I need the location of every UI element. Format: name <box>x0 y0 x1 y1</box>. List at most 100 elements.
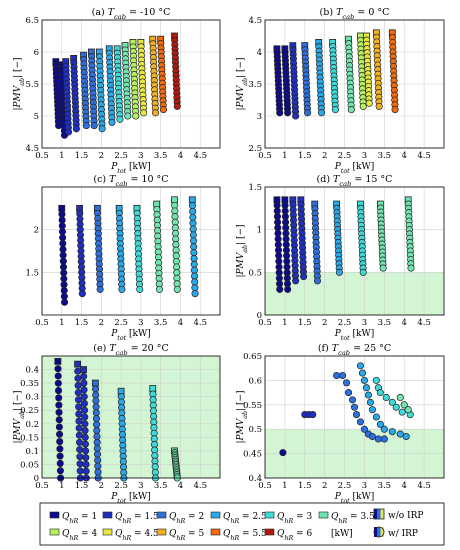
data-point <box>72 125 80 133</box>
data-point <box>396 430 404 438</box>
legend-label: QhR = 1.5 <box>115 512 159 525</box>
legend-label: QhR = 1 <box>62 512 97 525</box>
x-tick-label: 4.5 <box>193 151 207 161</box>
plot-frame <box>264 19 445 149</box>
data-point <box>360 425 368 433</box>
data-point <box>82 122 90 130</box>
data-point <box>60 269 68 277</box>
y-tick-label: 0.5 <box>248 268 262 278</box>
data-point <box>190 254 198 263</box>
legend-color-band <box>380 509 384 519</box>
data-point <box>76 460 84 468</box>
data-point <box>400 401 408 409</box>
y-tick-label: 2.5 <box>248 144 262 154</box>
data-point <box>368 432 376 441</box>
legend-swatch <box>102 528 113 536</box>
x-tick-label: 3 <box>138 151 143 161</box>
data-point <box>64 128 73 136</box>
panel-title: (c) Tcab = 10 °C <box>93 174 168 188</box>
data-point <box>284 285 292 293</box>
plot-frame <box>41 186 221 316</box>
data-point <box>54 358 62 365</box>
data-point <box>356 418 365 426</box>
x-tick-label: 2.5 <box>338 318 352 328</box>
legend-swatch <box>102 511 113 519</box>
legend-label: QhR = 2 <box>169 512 204 525</box>
data-point <box>118 285 126 293</box>
y-tick-label: 0.4 <box>248 474 262 484</box>
data-point <box>80 386 88 394</box>
comfort-zone <box>265 272 444 315</box>
data-point <box>191 278 199 286</box>
data-point <box>81 413 89 421</box>
data-point <box>75 431 83 439</box>
panel-title: (b) Tcab = 0 °C <box>320 7 390 21</box>
data-point <box>94 456 102 464</box>
comfort-zone <box>42 356 220 478</box>
y-tick-label: 6 <box>34 48 39 58</box>
data-point <box>189 207 197 216</box>
legend: QhR = 1 QhR = 1.5 QhR = 2 QhR = 2.5 QhR = 3 Q… <box>39 502 445 546</box>
y-tick-label: 1.5 <box>25 268 39 278</box>
data-point <box>54 387 63 395</box>
x-tick-label: 0.5 <box>258 481 272 491</box>
legend-unit: [kW] <box>331 529 353 539</box>
data-point <box>93 450 102 458</box>
data-point <box>309 411 317 419</box>
data-point <box>58 210 66 218</box>
x-tick-label: 3.5 <box>378 151 392 161</box>
x-tick-label: 2.5 <box>114 481 128 491</box>
data-point <box>74 360 81 368</box>
data-point <box>365 99 373 107</box>
data-point <box>398 408 406 416</box>
data-point <box>335 268 343 276</box>
data-point <box>372 413 380 421</box>
x-axis-label: Ptot [kW] <box>334 492 375 505</box>
x-tick-label: 2 <box>322 318 327 328</box>
legend-swatch <box>156 528 167 536</box>
data-point <box>54 372 62 380</box>
x-tick-label: 3.5 <box>154 318 168 328</box>
data-point <box>331 106 339 114</box>
legend-color-band <box>374 509 378 519</box>
data-point <box>93 421 101 429</box>
panel-4: 0.5 1 1.5 2 2.5 3 3.5 4 4.500.511.5(d) Tcab = 15… <box>236 174 445 342</box>
data-point <box>93 427 101 435</box>
plot-frame <box>264 355 445 479</box>
x-tick-label: 4 <box>402 318 407 328</box>
data-point <box>173 285 181 293</box>
data-point <box>59 257 67 265</box>
data-point <box>402 432 410 441</box>
data-point <box>81 433 89 441</box>
x-tick-label: 4.5 <box>417 318 431 328</box>
data-point <box>396 393 404 402</box>
data-point <box>362 384 370 392</box>
x-tick-label: 3.5 <box>154 481 168 491</box>
data-point <box>94 468 102 476</box>
x-tick-label: 2.5 <box>338 151 352 161</box>
y-tick-label: 0.65 <box>243 352 262 362</box>
legend-color-band <box>380 527 384 537</box>
y-axis-label: |PMVab| [−] <box>13 57 26 110</box>
plot-frame <box>41 19 221 149</box>
data-point <box>74 396 83 404</box>
y-tick-label: 3.5 <box>248 80 262 90</box>
data-point <box>90 122 98 130</box>
data-point <box>76 453 84 461</box>
data-point <box>75 424 83 432</box>
data-point <box>59 234 67 242</box>
x-tick-label: 0.5 <box>258 318 272 328</box>
legend-w-irp-icon <box>373 526 385 538</box>
legend-label: QhR = 2.5 <box>223 512 267 525</box>
plot-frame <box>41 355 221 479</box>
y-axis-label: |PMVab| [−] <box>236 390 249 443</box>
y-tick-label: 1.5 <box>248 183 262 193</box>
legend-swatch <box>264 511 275 519</box>
data-point <box>368 406 376 414</box>
data-point <box>92 403 100 411</box>
data-point <box>191 284 199 292</box>
data-point <box>136 285 144 293</box>
y-tick-label: 0.45 <box>243 450 262 460</box>
y-tick-label: 0.55 <box>243 401 262 411</box>
panel-title: (d) Tcab = 15 °C <box>317 174 393 188</box>
